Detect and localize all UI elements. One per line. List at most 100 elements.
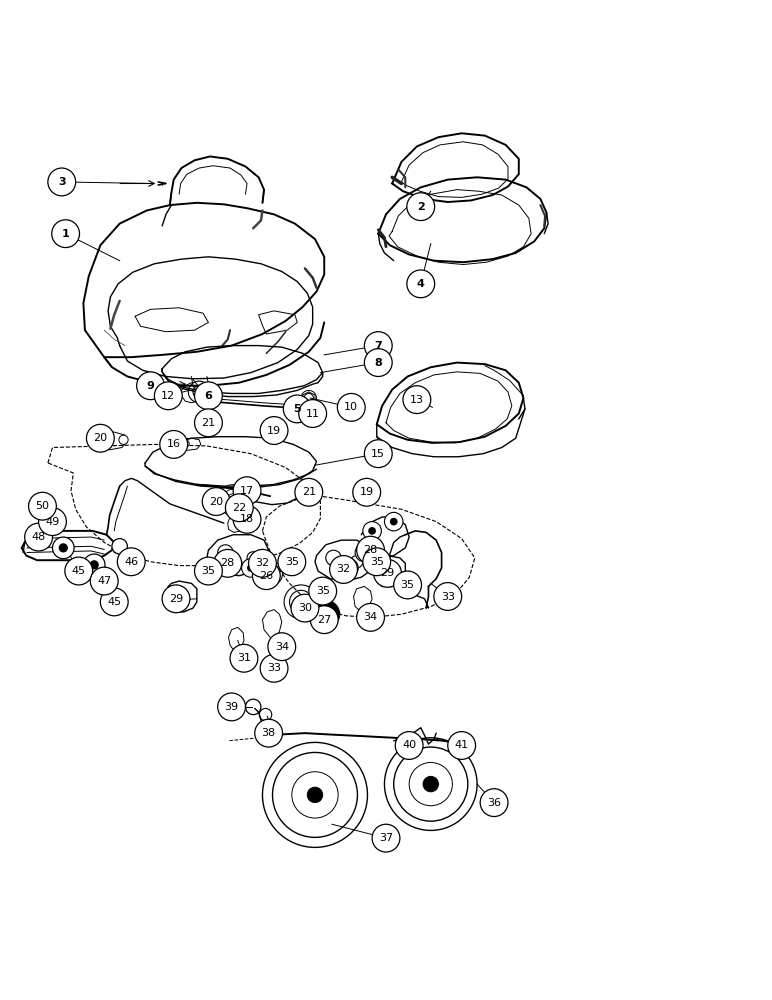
Circle shape: [309, 577, 337, 605]
Circle shape: [350, 556, 363, 568]
Text: 32: 32: [256, 558, 269, 568]
Circle shape: [198, 560, 216, 579]
Text: 48: 48: [32, 532, 46, 542]
Text: 8: 8: [374, 358, 382, 368]
Circle shape: [195, 557, 222, 585]
Circle shape: [215, 552, 233, 571]
Text: 38: 38: [262, 728, 276, 738]
Text: 34: 34: [275, 642, 289, 652]
Text: 21: 21: [302, 487, 316, 497]
Circle shape: [310, 606, 338, 634]
Text: 31: 31: [237, 653, 251, 663]
Text: 13: 13: [410, 395, 424, 405]
Text: 35: 35: [201, 566, 215, 576]
Text: 29: 29: [169, 594, 183, 604]
Circle shape: [299, 400, 327, 427]
Circle shape: [364, 349, 392, 376]
Circle shape: [326, 550, 341, 566]
Circle shape: [218, 545, 233, 560]
Circle shape: [42, 517, 58, 532]
Circle shape: [355, 543, 374, 562]
Circle shape: [340, 559, 358, 577]
Circle shape: [434, 583, 462, 610]
Circle shape: [119, 435, 128, 444]
Circle shape: [233, 477, 261, 505]
Circle shape: [403, 386, 431, 414]
Text: 36: 36: [487, 798, 501, 808]
Text: 39: 39: [225, 702, 239, 712]
Text: 18: 18: [240, 514, 254, 524]
Text: 3: 3: [58, 177, 66, 187]
Text: 32: 32: [337, 564, 350, 574]
Circle shape: [90, 435, 99, 444]
Circle shape: [260, 654, 288, 682]
Circle shape: [280, 551, 299, 569]
Circle shape: [90, 560, 99, 569]
Circle shape: [83, 554, 105, 576]
Text: 28: 28: [364, 545, 378, 555]
Circle shape: [368, 527, 376, 535]
Text: 26: 26: [259, 571, 273, 581]
Text: 20: 20: [93, 433, 107, 443]
Circle shape: [247, 564, 255, 572]
Circle shape: [345, 564, 353, 572]
Circle shape: [90, 567, 118, 595]
Text: 6: 6: [205, 391, 212, 401]
Text: 2: 2: [417, 202, 425, 212]
Circle shape: [330, 556, 357, 583]
Text: 35: 35: [285, 557, 299, 567]
Circle shape: [242, 559, 260, 577]
Circle shape: [160, 431, 188, 458]
Circle shape: [407, 193, 435, 221]
Circle shape: [195, 382, 222, 410]
Circle shape: [39, 508, 66, 536]
Text: 33: 33: [267, 663, 281, 673]
Circle shape: [252, 562, 280, 590]
Circle shape: [202, 488, 230, 515]
Circle shape: [230, 644, 258, 672]
Text: 28: 28: [221, 558, 235, 568]
Circle shape: [372, 824, 400, 852]
Circle shape: [117, 548, 145, 576]
Text: 22: 22: [232, 503, 246, 513]
Text: 45: 45: [72, 566, 86, 576]
Text: 30: 30: [298, 603, 312, 613]
Text: 15: 15: [371, 449, 385, 459]
Circle shape: [384, 512, 403, 531]
Text: 41: 41: [455, 740, 469, 750]
Circle shape: [162, 585, 190, 613]
Text: 11: 11: [306, 409, 320, 419]
Text: 1: 1: [62, 229, 69, 239]
Text: 29: 29: [381, 568, 394, 578]
Text: 9: 9: [147, 381, 154, 391]
Circle shape: [361, 549, 368, 556]
Circle shape: [52, 537, 74, 559]
Text: 40: 40: [402, 740, 416, 750]
Text: 33: 33: [441, 591, 455, 601]
Circle shape: [364, 440, 392, 468]
Circle shape: [307, 787, 323, 803]
Circle shape: [154, 382, 182, 410]
Text: 19: 19: [360, 487, 374, 497]
Circle shape: [407, 270, 435, 298]
Circle shape: [448, 732, 476, 759]
Circle shape: [268, 633, 296, 661]
Text: 35: 35: [316, 586, 330, 596]
Circle shape: [365, 551, 384, 569]
Circle shape: [363, 548, 391, 576]
Circle shape: [220, 558, 228, 566]
Text: 4: 4: [417, 279, 425, 289]
Circle shape: [100, 588, 128, 616]
Circle shape: [295, 478, 323, 506]
Text: 35: 35: [370, 557, 384, 567]
Circle shape: [423, 776, 438, 792]
Circle shape: [181, 440, 189, 448]
Text: 5: 5: [293, 404, 301, 414]
Circle shape: [291, 594, 319, 622]
Circle shape: [390, 518, 398, 525]
Circle shape: [260, 417, 288, 444]
Circle shape: [52, 220, 80, 248]
Circle shape: [48, 168, 76, 196]
Text: 49: 49: [46, 517, 59, 527]
Circle shape: [249, 549, 276, 577]
